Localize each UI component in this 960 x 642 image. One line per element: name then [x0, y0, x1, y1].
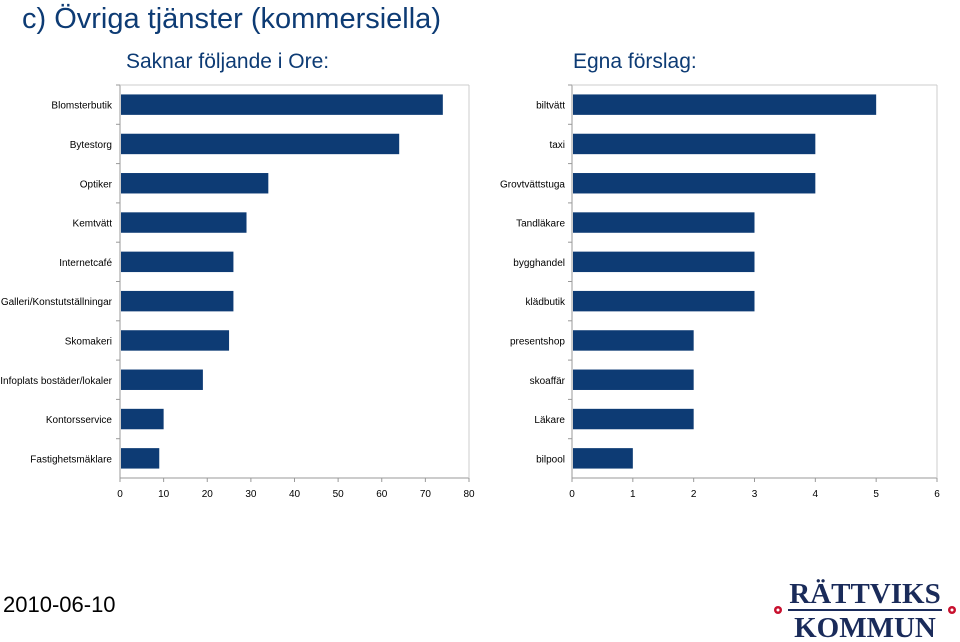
- left-chart-title: Saknar följande i Ore:: [126, 50, 330, 73]
- left-bar: [121, 290, 234, 312]
- right-category-label: biltvätt: [536, 101, 565, 112]
- left-x-tick-label: 70: [420, 489, 432, 500]
- right-category-label: bygghandel: [513, 258, 565, 269]
- right-category-label: klädbutik: [526, 297, 566, 308]
- left-x-tick-label: 20: [202, 489, 214, 500]
- left-category-label: Fastighetsmäklare: [30, 454, 112, 465]
- left-bar: [121, 251, 234, 273]
- left-bar: [121, 212, 247, 233]
- right-bar: [573, 94, 877, 115]
- right-bar: [573, 251, 755, 273]
- left-bar: [121, 448, 160, 469]
- right-category-label: Tandläkare: [516, 219, 565, 230]
- right-x-tick-label: 6: [934, 489, 940, 500]
- right-x-tick-label: 5: [873, 489, 879, 500]
- right-category-label: taxi: [549, 140, 565, 151]
- right-bar: [573, 133, 816, 155]
- right-bar: [573, 212, 755, 233]
- left-category-label: Optiker: [80, 179, 113, 190]
- left-x-tick-label: 50: [333, 489, 345, 500]
- page-title: c) Övriga tjänster (kommersiella): [22, 3, 441, 35]
- left-x-tick-label: 60: [376, 489, 388, 500]
- left-category-label: Kemtvätt: [73, 219, 113, 230]
- left-bar: [121, 408, 164, 430]
- left-bar: [121, 133, 400, 155]
- left-bar: [121, 94, 443, 115]
- left-category-label: Galleri/Konstutställningar: [1, 297, 113, 308]
- right-bar: [573, 290, 755, 312]
- rattviks-kommun-logo: RÄTTVIKS KOMMUN: [774, 578, 956, 640]
- left-x-tick-label: 30: [245, 489, 257, 500]
- right-bar: [573, 448, 633, 469]
- left-category-label: Bytestorg: [70, 140, 112, 151]
- report-date: 2010-06-10: [3, 592, 116, 617]
- left-category-label: Kontorsservice: [46, 415, 113, 426]
- right-x-tick-label: 0: [569, 489, 575, 500]
- logo-text-bottom: KOMMUN: [794, 612, 936, 640]
- left-x-tick-label: 40: [289, 489, 301, 500]
- right-bar: [573, 408, 694, 430]
- left-x-tick-label: 10: [158, 489, 170, 500]
- right-chart-title: Egna förslag:: [573, 50, 697, 73]
- left-bar: [121, 173, 269, 194]
- left-x-tick-label: 0: [117, 489, 123, 500]
- right-x-tick-label: 3: [752, 489, 758, 500]
- right-category-label: skoaffär: [530, 376, 566, 387]
- right-category-label: bilpool: [536, 454, 565, 465]
- left-bar: [121, 330, 230, 351]
- right-x-tick-label: 1: [630, 489, 636, 500]
- right-bar: [573, 369, 694, 390]
- left-x-tick-label: 80: [463, 489, 475, 500]
- logo-star-right-icon: [948, 606, 956, 614]
- left-bar: [121, 369, 203, 390]
- right-x-tick-label: 4: [813, 489, 819, 500]
- left-category-label: Skomakeri: [65, 336, 112, 347]
- left-category-label: Infoplats bostäder/lokaler: [0, 376, 112, 387]
- logo-text-top: RÄTTVIKS: [789, 578, 941, 610]
- logo-star-left-icon: [774, 606, 782, 614]
- right-bar: [573, 173, 816, 194]
- right-bar: [573, 330, 694, 351]
- right-x-tick-label: 2: [691, 489, 697, 500]
- right-category-label: Grovtvättstuga: [500, 179, 565, 190]
- left-category-label: Blomsterbutik: [51, 101, 113, 112]
- right-category-label: Läkare: [534, 415, 565, 426]
- right-category-label: presentshop: [510, 336, 565, 347]
- left-category-label: Internetcafé: [59, 258, 112, 269]
